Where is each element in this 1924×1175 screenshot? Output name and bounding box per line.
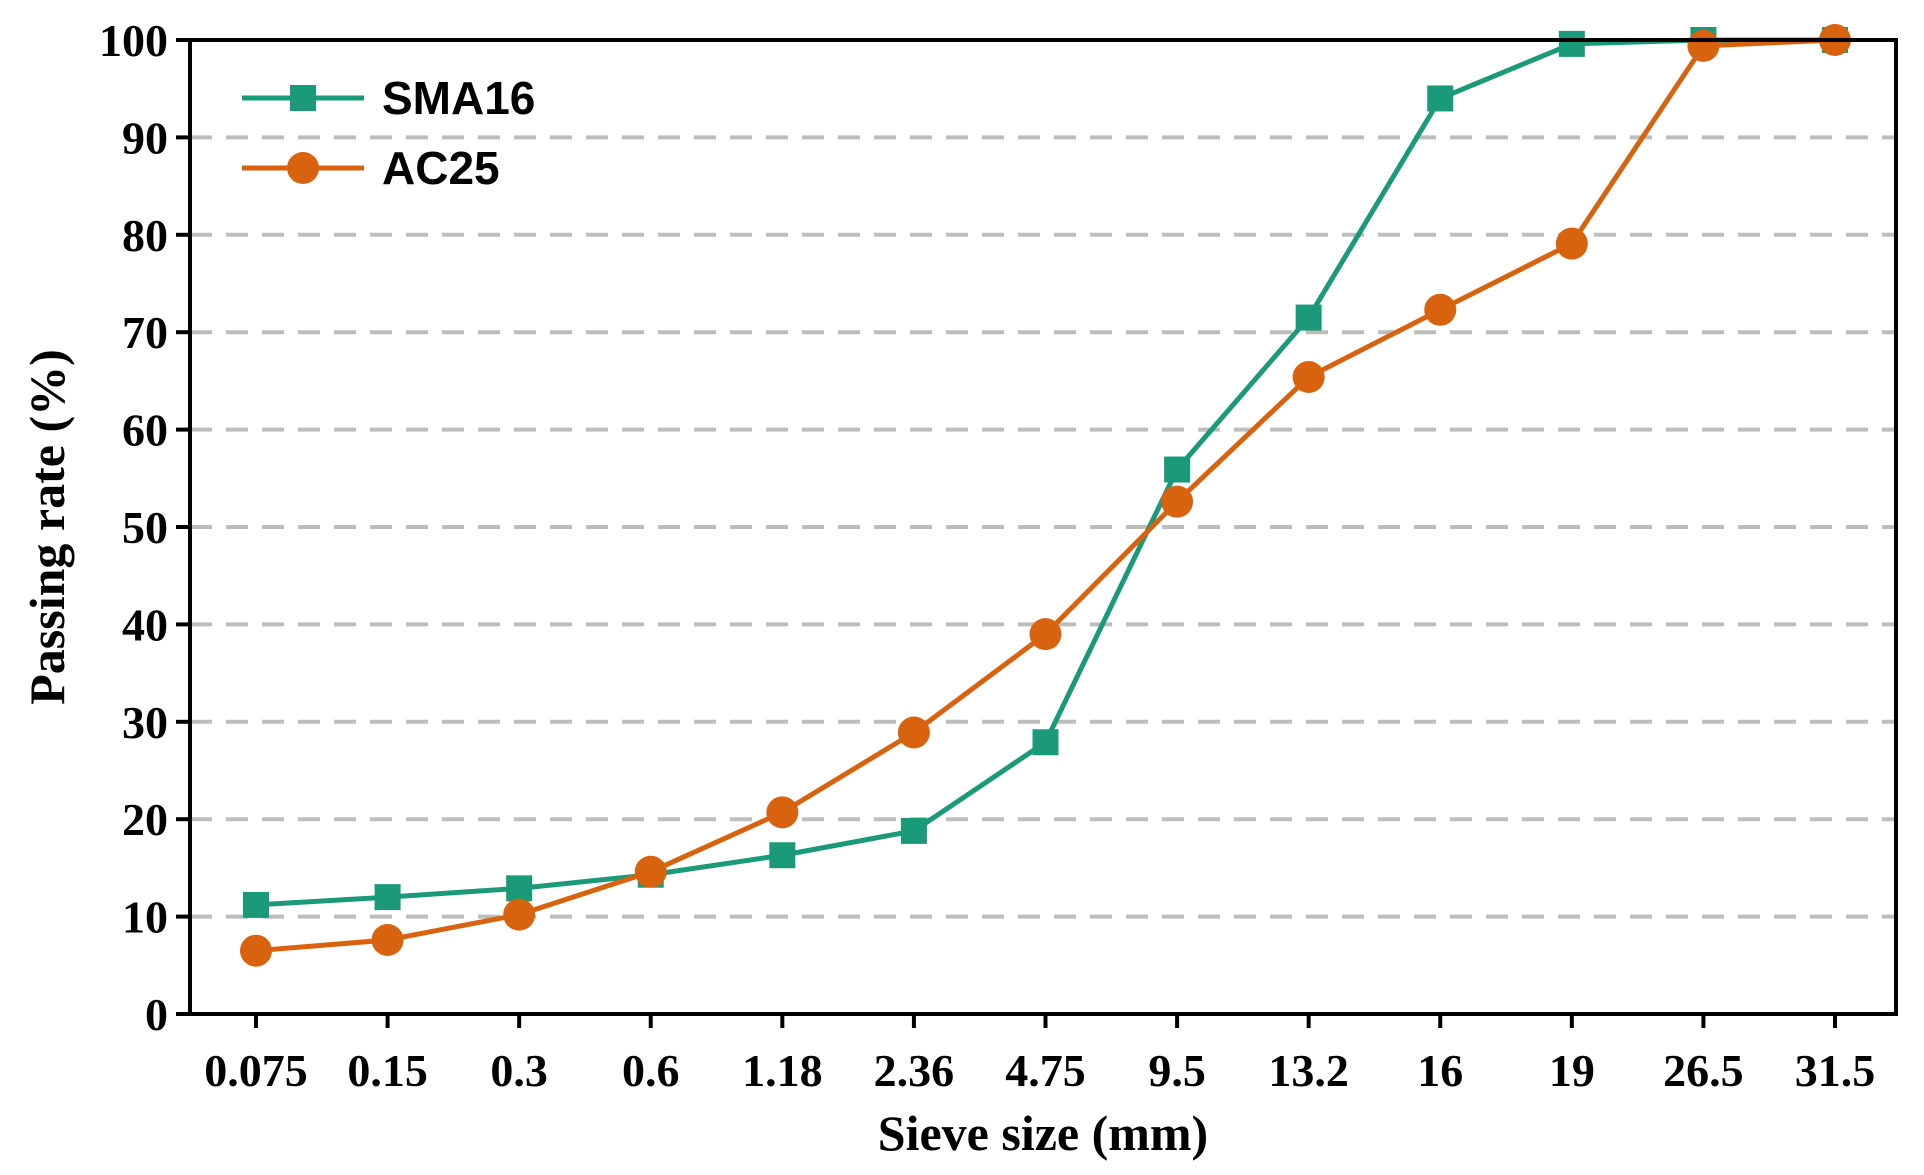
data-point-sma16 xyxy=(1427,85,1454,112)
data-point-ac25 xyxy=(1161,485,1194,518)
y-tick-label: 70 xyxy=(122,307,168,358)
legend-label-sma16: SMA16 xyxy=(382,72,535,124)
x-tick-label: 31.5 xyxy=(1795,1045,1876,1096)
data-point-sma16 xyxy=(1295,304,1322,331)
data-point-sma16 xyxy=(243,891,269,918)
data-point-sma16 xyxy=(1164,456,1191,483)
y-tick-label: 50 xyxy=(122,502,168,553)
x-tick-label: 9.5 xyxy=(1148,1045,1206,1096)
y-tick-label: 40 xyxy=(122,599,168,650)
y-tick-label: 100 xyxy=(99,15,168,66)
x-tick-label: 0.15 xyxy=(347,1045,428,1096)
data-point-ac25 xyxy=(1029,618,1062,651)
x-tick-label: 19 xyxy=(1549,1045,1595,1096)
x-tick-label: 26.5 xyxy=(1663,1045,1744,1096)
data-point-ac25 xyxy=(1555,227,1588,260)
ticks xyxy=(176,38,1837,1028)
data-point-sma16 xyxy=(1032,729,1059,756)
y-tick-label: 0 xyxy=(145,989,168,1040)
x-tick-label: 4.75 xyxy=(1005,1045,1086,1096)
data-point-ac25 xyxy=(634,855,667,888)
data-point-ac25 xyxy=(371,923,404,956)
y-axis-title: Passing rate (%) xyxy=(19,349,75,705)
data-point-sma16 xyxy=(900,817,927,844)
y-tick-label: 60 xyxy=(122,405,168,456)
y-tick-label: 80 xyxy=(122,210,168,261)
x-tick-label: 1.18 xyxy=(742,1045,823,1096)
data-point-sma16 xyxy=(506,875,533,902)
x-tick-label: 0.075 xyxy=(204,1045,308,1096)
legend-marker-ac25 xyxy=(287,152,319,184)
x-tick-label: 0.3 xyxy=(490,1045,548,1096)
data-point-ac25 xyxy=(240,934,272,967)
legend-marker-sma16 xyxy=(290,85,316,111)
x-tick-label: 16 xyxy=(1417,1045,1463,1096)
y-tick-label: 10 xyxy=(122,892,168,943)
data-point-sma16 xyxy=(769,842,796,869)
x-axis-title: Sieve size (mm) xyxy=(878,1105,1208,1161)
data-point-ac25 xyxy=(1292,361,1325,394)
data-point-sma16 xyxy=(374,884,401,911)
data-point-sma16 xyxy=(1558,30,1585,57)
x-tick-label: 13.2 xyxy=(1268,1045,1349,1096)
gridlines xyxy=(190,135,1896,919)
y-tick-label: 20 xyxy=(122,794,168,845)
y-tick-label: 30 xyxy=(122,697,168,748)
tick-labels: 0 10 20 30 40 50 60 70 80 90 100 0.075 0.15 0.3 0.6 1.1… xyxy=(99,15,1875,1096)
x-tick-label: 0.6 xyxy=(622,1045,680,1096)
x-tick-label: 2.36 xyxy=(874,1045,955,1096)
series-ac25 xyxy=(240,24,1851,967)
y-tick-label: 90 xyxy=(122,112,168,163)
data-point-ac25 xyxy=(766,796,799,829)
series-layer xyxy=(240,24,1851,967)
legend: SMA16 AC25 xyxy=(242,72,535,194)
data-point-ac25 xyxy=(1687,29,1720,62)
data-point-ac25 xyxy=(1424,293,1457,326)
legend-label-ac25: AC25 xyxy=(382,142,500,194)
data-point-ac25 xyxy=(897,716,930,749)
data-point-ac25 xyxy=(503,898,536,931)
